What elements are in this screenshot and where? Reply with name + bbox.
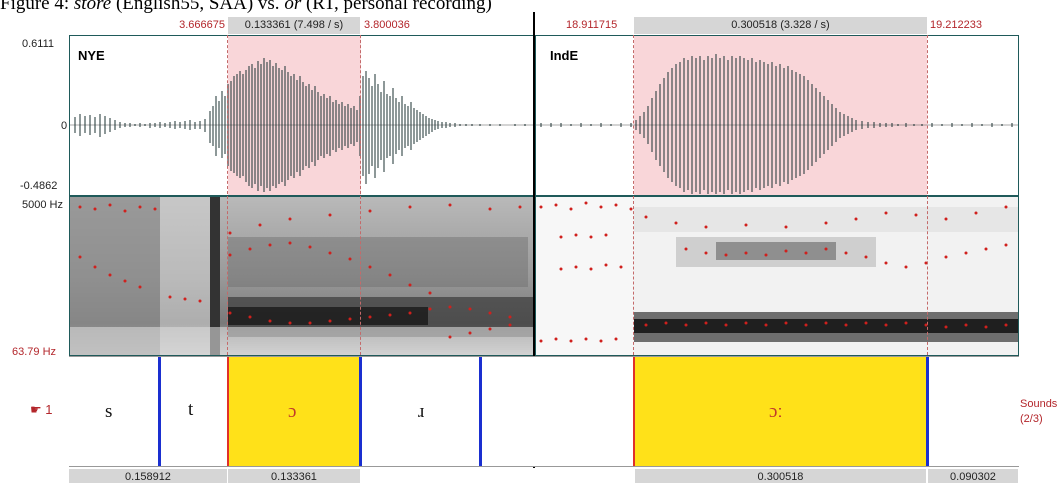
right-waveform-panel[interactable]: IndE [535,35,1019,196]
left-interval-s[interactable]: s [105,401,113,422]
tier-pointer-icon: ☛ [30,402,42,417]
left-amp-zero: 0 [61,120,68,132]
right-duration-box-1[interactable]: 0.300518 [635,469,926,483]
left-selection-end: 3.800036 [364,19,410,31]
boundary-t-o-selected[interactable] [227,357,229,466]
figure-caption: Figure 4: store (English55, SAA) vs. or … [0,0,492,15]
left-interval-r[interactable]: ɹ [418,401,425,422]
right-spectrogram [536,197,1018,355]
caption-word: store [73,0,112,14]
tier-name[interactable]: Sounds (2/3) [1020,397,1059,427]
left-selection-start: 3.666675 [179,19,225,31]
right-interval-long-o[interactable]: ɔː [769,401,783,422]
caption-suffix: (RT, personal recording) [301,0,492,14]
left-freq-min: 63.79 Hz [12,346,57,358]
left-amp-min: -0.4862 [20,180,58,192]
tier-name-label: Sounds [1020,398,1058,410]
boundary-o-r[interactable] [359,357,362,466]
tier-number-label: 1 [45,402,53,417]
right-selection-end: 19.212233 [930,19,982,31]
left-freq-max: 5000 Hz [22,199,63,211]
right-selected-interval[interactable] [633,357,927,466]
left-interval-open-o[interactable]: ɔ [288,401,297,422]
caption-word2: or [284,0,302,14]
left-interval-t[interactable]: t [188,399,194,420]
right-selection-duration-bar[interactable]: 0.300518 (3.328 / s) [634,17,927,34]
caption-mid: (English55, SAA) vs. [111,0,285,14]
right-selection-duration: 0.300518 (3.328 / s) [731,19,830,31]
recording-divider [533,12,535,468]
tier-number[interactable]: ☛ 1 [30,402,53,418]
left-spectrogram-panel[interactable] [69,196,534,356]
right-selection-start-guide [633,35,634,355]
right-spectrogram-panel[interactable] [535,196,1019,356]
left-dialect-label: NYE [78,48,105,63]
left-spectrogram [70,197,533,355]
right-boundary-start-selected[interactable] [633,357,635,466]
right-selection-end-guide [927,35,928,355]
right-selection-start: 18.911715 [566,19,618,31]
right-duration-box-2[interactable]: 0.090302 [928,469,1018,483]
textgrid-tier[interactable]: s t ɔ ɹ ɔː [69,356,1019,467]
left-selection-duration: 0.133361 (7.498 / s) [244,19,344,31]
right-dialect-label: IndE [550,48,579,63]
left-selected-interval[interactable] [227,357,360,466]
boundary-r-end[interactable] [479,357,482,466]
left-waveform-panel[interactable]: NYE [69,35,534,196]
tier-interval-count: (2/3) [1020,413,1043,425]
left-duration-box-2[interactable]: 0.133361 [228,469,360,483]
right-waveform [536,54,1018,194]
left-duration-box-1[interactable]: 0.158912 [69,469,227,483]
left-amp-max: 0.6111 [22,38,55,50]
caption-prefix: Figure 4: [0,0,74,14]
left-waveform [70,58,533,192]
right-boundary-end[interactable] [926,357,929,466]
left-selection-end-guide [360,35,361,355]
boundary-s-t[interactable] [158,357,161,466]
left-selection-duration-bar[interactable]: 0.133361 (7.498 / s) [228,17,360,34]
left-selection-start-guide [227,35,228,355]
